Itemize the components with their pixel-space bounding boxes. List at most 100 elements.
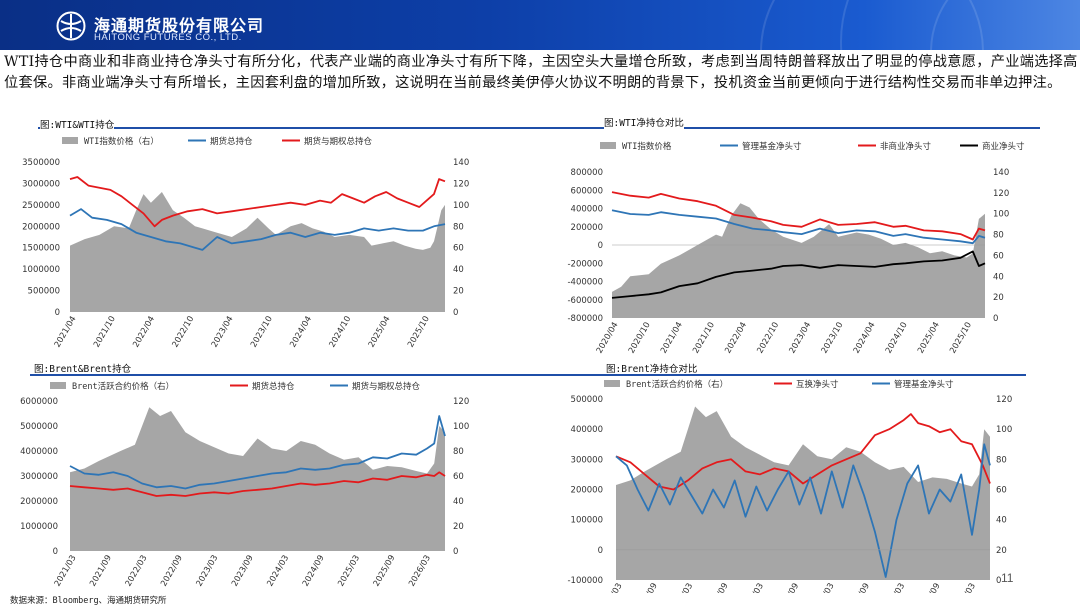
x-tick-label: 2024/09	[300, 553, 326, 588]
y2-tick-label: 0	[996, 576, 1001, 586]
y-tick-label: 1500000	[22, 244, 60, 254]
legend-label: 管理基金净头寸	[742, 141, 802, 152]
x-tick-label: 2023/09	[775, 581, 801, 593]
x-tick-label: 2025/09	[371, 553, 397, 588]
x-tick-label: 2022/03	[669, 581, 695, 593]
y2-tick-label: 0	[453, 547, 458, 557]
legend-label: 期货与期权总持仓	[352, 381, 421, 392]
section-divider-middle	[30, 374, 1026, 376]
y2-tick-label: 60	[453, 472, 464, 482]
y-tick-label: 300000	[571, 455, 603, 465]
x-tick-label: 2024/10	[883, 320, 909, 355]
y2-tick-label: 120	[453, 397, 469, 407]
x-tick-label: 2024/03	[264, 553, 290, 588]
x-tick-label: 2026/03	[951, 581, 977, 593]
data-source-note: 数据来源：Bloomberg、海通期货研究所	[10, 596, 167, 606]
y2-tick-label: 80	[453, 222, 464, 232]
x-tick-label: 2023/10	[819, 320, 845, 355]
y2-tick-label: 60	[453, 244, 464, 254]
y2-tick-label: 40	[996, 516, 1007, 526]
y2-tick-label: 0	[993, 314, 998, 324]
legend-label: Brent活跃合约价格（右）	[626, 379, 728, 390]
summary-paragraph: WTI持仓中商业和非商业持仓净头寸有所分化，代表产业端的商业净头寸有所下降，主因…	[4, 54, 1078, 91]
series-line-1	[69, 208, 446, 251]
y2-tick-label: 60	[993, 251, 1004, 261]
x-tick-label: 2025/04	[366, 314, 392, 349]
series-line-1	[611, 209, 986, 245]
y-tick-label: 600000	[571, 186, 603, 196]
series-line-2	[69, 176, 446, 228]
brand-name-en: HAITONG FUTURES CO., LTD.	[94, 32, 242, 43]
x-tick-label: 2023/04	[209, 314, 235, 349]
legend-label: Brent活跃合约价格（右）	[72, 381, 174, 392]
y2-tick-label: 120	[453, 179, 469, 189]
chart-wti-net: -800000 -600000 -400000 -200000 0 200000 40000…	[567, 141, 1025, 355]
legend-label: WTI指数价格	[622, 141, 672, 152]
series-area-0	[70, 192, 445, 312]
legend-label: 商业净头寸	[982, 141, 1025, 152]
x-tick-label: 2024/10	[327, 314, 353, 349]
chart-title-wti-oi: 图:WTI&WTI持仓	[40, 117, 115, 131]
legend-swatch	[50, 382, 66, 389]
y2-tick-label: 120	[993, 189, 1009, 199]
y-tick-label: 6000000	[20, 397, 58, 407]
y-tick-label: 3000000	[20, 472, 58, 482]
y-tick-label: 200000	[571, 486, 603, 496]
y-tick-label: 0	[598, 546, 603, 556]
y2-tick-label: 80	[453, 447, 464, 457]
x-tick-label: 2022/09	[704, 581, 730, 593]
series-line-2	[611, 191, 986, 241]
legend-label: 管理基金净头寸	[894, 379, 954, 390]
series-line-1	[615, 413, 991, 491]
x-tick-label: 2023/03	[739, 581, 765, 593]
y-tick-label: -600000	[567, 296, 603, 306]
y2-tick-label: 140	[453, 158, 469, 168]
y2-tick-label: 40	[453, 497, 464, 507]
x-tick-label: 2025/10	[947, 320, 973, 355]
x-tick-label: 2021/10	[690, 320, 716, 355]
series-line-2	[69, 415, 446, 490]
x-tick-label: 2022/04	[130, 314, 156, 349]
x-tick-label: 2023/03	[194, 553, 220, 588]
chart-brent-net: -100000 0 100000 200000 300000 400000 500000 0 2…	[567, 379, 1012, 593]
legend-label: 互换净头寸	[796, 379, 839, 390]
page-number: 11	[1001, 571, 1014, 585]
series-area-0	[70, 407, 445, 551]
series-line-1	[69, 471, 446, 497]
y2-tick-label: 100	[996, 425, 1012, 435]
legend-label: 期货总持仓	[210, 136, 253, 147]
y2-tick-label: 80	[996, 455, 1007, 465]
y-tick-label: 500000	[571, 395, 603, 405]
y-tick-label: 4000000	[20, 447, 58, 457]
x-tick-label: 2021/09	[87, 553, 113, 588]
legend-label: 期货总持仓	[252, 381, 295, 392]
y-tick-label: -400000	[567, 278, 603, 288]
y-tick-label: 0	[55, 308, 60, 318]
y2-tick-label: 80	[993, 231, 1004, 241]
y-tick-label: 1000000	[22, 265, 60, 275]
legend-label: WTI指数价格（右）	[84, 136, 159, 147]
x-tick-label: 2022/03	[123, 553, 149, 588]
y2-tick-label: 20	[453, 522, 464, 532]
x-tick-label: 2024/04	[287, 314, 313, 349]
company-logo-icon	[56, 11, 86, 41]
y2-tick-label: 0	[453, 308, 458, 318]
y2-tick-label: 20	[996, 546, 1007, 556]
x-tick-label: 2020/04	[594, 320, 620, 355]
x-tick-label: 2022/09	[158, 553, 184, 588]
x-tick-label: 2024/09	[845, 581, 871, 593]
y2-tick-label: 20	[993, 293, 1004, 303]
x-tick-label: 2021/09	[633, 581, 659, 593]
y2-tick-label: 140	[993, 168, 1009, 178]
y2-tick-label: 100	[453, 422, 469, 432]
chart-title-wti-net: 图:WTI净持仓对比	[604, 115, 684, 129]
y2-tick-label: 40	[993, 272, 1004, 282]
chart-brent-oi: 0 1000000 2000000 3000000 4000000 5000000 6000…	[20, 381, 469, 588]
y-tick-label: 100000	[571, 516, 603, 526]
y-tick-label: 3000000	[22, 179, 60, 189]
y-tick-label: -200000	[567, 259, 603, 269]
y2-tick-label: 20	[453, 287, 464, 297]
y-tick-label: 400000	[571, 425, 603, 435]
y-tick-label: 1000000	[20, 522, 58, 532]
y-tick-label: 2000000	[20, 497, 58, 507]
